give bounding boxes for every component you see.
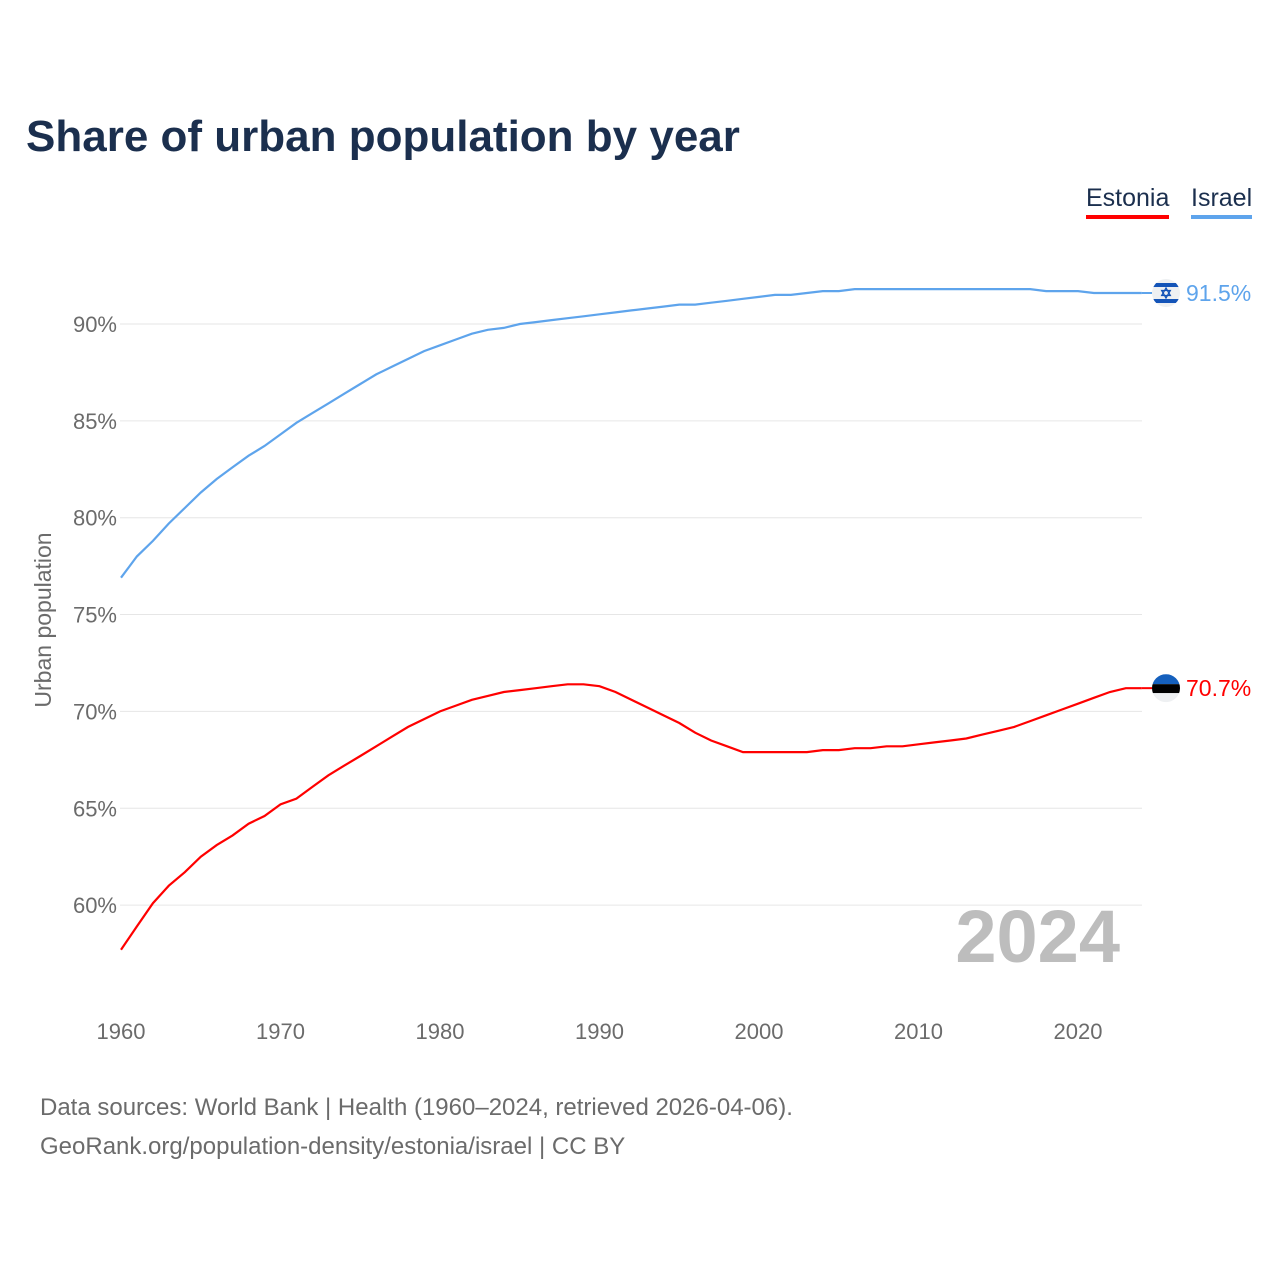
end-value-label: 70.7% <box>1186 675 1251 701</box>
series-line-estonia[interactable] <box>120 683 1142 951</box>
legend-estonia[interactable]: Estonia <box>1086 184 1170 219</box>
data-source-text: Data sources: World Bank | Health (1960–… <box>40 1094 793 1121</box>
end-value-label: 91.5% <box>1186 280 1251 306</box>
x-tick-label: 1990 <box>575 1019 624 1044</box>
footer: Data sources: World Bank | Health (1960–… <box>40 1088 793 1166</box>
israel-flag-icon <box>1152 279 1180 308</box>
y-tick-label: 85% <box>73 409 117 434</box>
y-tick-label: 90% <box>73 312 117 337</box>
source-url-text: GeoRank.org/population-density/estonia/i… <box>40 1133 626 1160</box>
y-tick-label: 70% <box>73 699 117 724</box>
chart-title: Share of urban population by year <box>26 112 740 161</box>
series-line-israel[interactable] <box>120 288 1142 579</box>
x-tick-label: 1980 <box>416 1019 465 1044</box>
y-axis-label: Urban population <box>30 532 56 707</box>
x-tick-label: 2000 <box>735 1019 784 1044</box>
x-tick-label: 2020 <box>1054 1019 1103 1044</box>
y-tick-label: 65% <box>73 796 117 821</box>
x-tick-label: 1970 <box>256 1019 305 1044</box>
y-tick-label: 80% <box>73 506 117 531</box>
y-tick-label: 75% <box>73 603 117 628</box>
x-tick-label: 1960 <box>97 1019 146 1044</box>
y-tick-label: 60% <box>73 893 117 918</box>
x-tick-label: 2010 <box>894 1019 943 1044</box>
year-watermark: 2024 <box>955 895 1120 978</box>
legend-israel[interactable]: Israel <box>1191 184 1253 219</box>
estonia-flag-icon <box>1152 674 1180 703</box>
